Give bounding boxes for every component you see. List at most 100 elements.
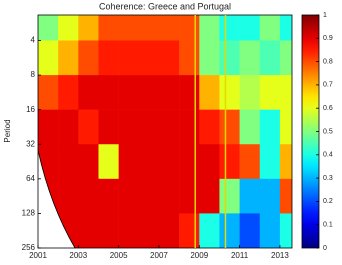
cell [58,144,78,179]
cell [280,144,300,179]
cell [78,15,98,41]
cell [199,15,219,41]
cell [240,213,260,248]
cell [98,213,118,248]
colorbar-tick-label: 0.9 [323,35,333,42]
cell [199,110,219,145]
cell [159,179,179,214]
x-tick-label: 2005 [110,251,128,260]
chart-title: Coherence: Greece and Portugal [99,1,231,11]
cell [280,110,300,145]
x-tick-label: 2007 [150,251,168,260]
cell [240,144,260,179]
cell [260,75,280,110]
cell [139,110,159,145]
cell [139,213,159,248]
cell [179,213,199,248]
cell [219,179,239,214]
cell [219,40,239,75]
cell [98,179,118,214]
cell [98,75,118,110]
cell [139,179,159,214]
colorbar-tick-label: 0.8 [323,58,333,65]
colorbar-tick-label: 1 [323,12,327,19]
cell [219,144,239,179]
cell [78,40,98,75]
cell [38,15,58,41]
x-tick-label: 2009 [190,251,208,260]
cell [260,110,280,145]
cell [159,144,179,179]
cell [38,40,58,75]
cell [38,75,58,110]
cell [179,144,199,179]
colorbar-tick-label: 0.1 [323,222,333,229]
cell [98,15,118,41]
cell [58,110,78,145]
cell [280,213,300,248]
cell [199,144,219,179]
cell [119,144,139,179]
cell [199,40,219,75]
cell [240,75,260,110]
cell [58,40,78,75]
y-tick-label: 16 [26,105,35,114]
cell [38,110,58,145]
cell [179,75,199,110]
cell [240,179,260,214]
cell [260,179,280,214]
cell [58,15,78,41]
cell [199,75,219,110]
cell [119,179,139,214]
cell [119,15,139,41]
cell [139,144,159,179]
cell [260,144,280,179]
cell [280,75,300,110]
cell [159,40,179,75]
x-tick-label: 2001 [29,251,47,260]
cell [260,15,280,41]
cell [179,15,199,41]
cell [240,40,260,75]
cell [78,144,98,179]
cell [119,213,139,248]
colorbar-tick-label: 0.2 [323,198,333,205]
cell [78,75,98,110]
cell [260,213,280,248]
cell [119,110,139,145]
cell [199,179,219,214]
x-tick-label: 2011 [231,251,249,260]
cell [179,110,199,145]
x-tick-label: 2003 [69,251,87,260]
y-tick-label: 64 [26,174,35,183]
cell [240,15,260,41]
cell [139,40,159,75]
cell [199,213,219,248]
cell [280,40,300,75]
cell [219,15,239,41]
colorbar-tick-label: 0.4 [323,152,333,159]
y-tick-label: 256 [22,243,36,252]
cell [179,179,199,214]
colorbar-tick-label: 0.3 [323,175,333,182]
colorbar-tick-label: 0.7 [323,82,333,89]
colorbar-tick-label: 0.5 [323,128,333,135]
cell [139,15,159,41]
y-axis-label: Period [3,119,12,142]
cell [139,75,159,110]
cell [98,110,118,145]
cell [219,110,239,145]
cell [219,75,239,110]
cell [179,40,199,75]
cell [280,179,300,214]
colorbar-tick-label: 0.6 [323,105,333,112]
cell [219,213,239,248]
cell [98,40,118,75]
heatmap [38,15,300,248]
cell [58,179,78,214]
cell [159,75,179,110]
cell [159,15,179,41]
y-tick-label: 32 [26,139,35,148]
cell [280,15,300,41]
cell [98,144,118,179]
